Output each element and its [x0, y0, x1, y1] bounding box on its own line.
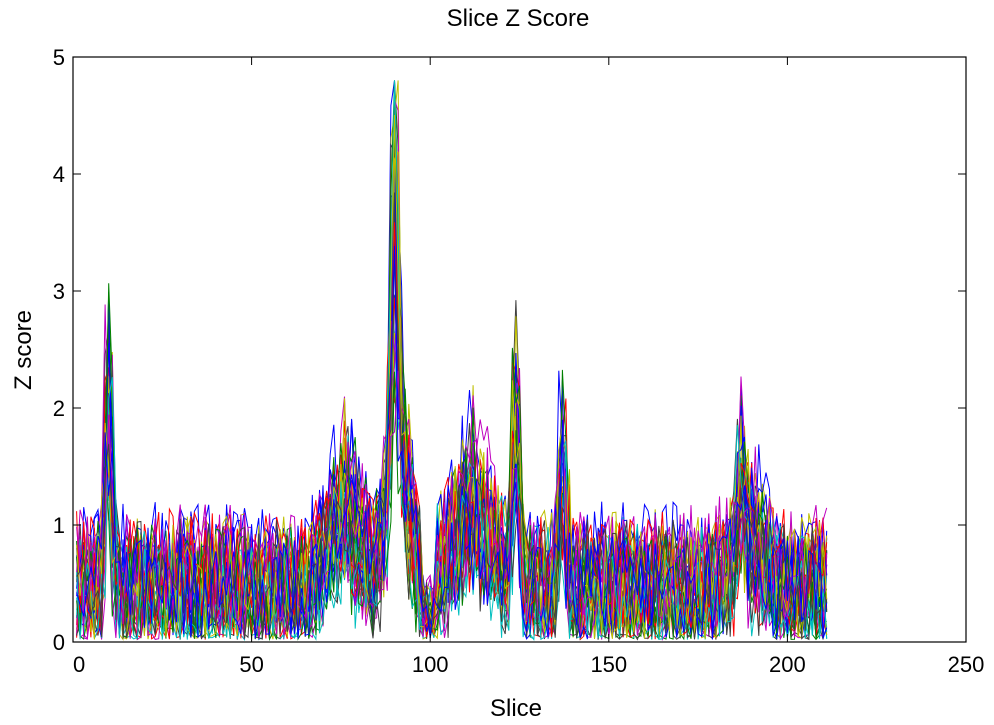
y-tick-label: 5 [53, 45, 65, 70]
plot-area [72, 56, 967, 643]
x-tick-label: 150 [590, 652, 627, 677]
series-layer [76, 80, 828, 642]
x-tick-label: 250 [948, 652, 985, 677]
y-tick-label: 2 [53, 396, 65, 421]
series-line [76, 246, 828, 640]
y-tick-label: 3 [53, 279, 65, 304]
series-line [76, 192, 828, 641]
x-tick-label: 100 [412, 652, 449, 677]
y-tick-label: 1 [53, 513, 65, 538]
y-tick-label: 0 [53, 630, 65, 655]
series-line [76, 222, 828, 629]
x-tick-label: 0 [73, 652, 85, 677]
x-axis-label: Slice [490, 695, 542, 722]
series-line [76, 332, 828, 634]
series-line [76, 370, 828, 625]
y-axis-label: Z score [10, 310, 37, 390]
chart-title: Slice Z Score [447, 5, 590, 32]
x-tick-label: 200 [769, 652, 806, 677]
y-tick-label: 4 [53, 162, 65, 187]
y-axis: 0 1 2 3 4 5 [53, 45, 966, 655]
series-line [76, 151, 828, 640]
x-axis: 0 50 100 150 200 250 [72, 57, 985, 677]
x-tick-label: 50 [239, 652, 263, 677]
plot-frame [72, 56, 967, 643]
